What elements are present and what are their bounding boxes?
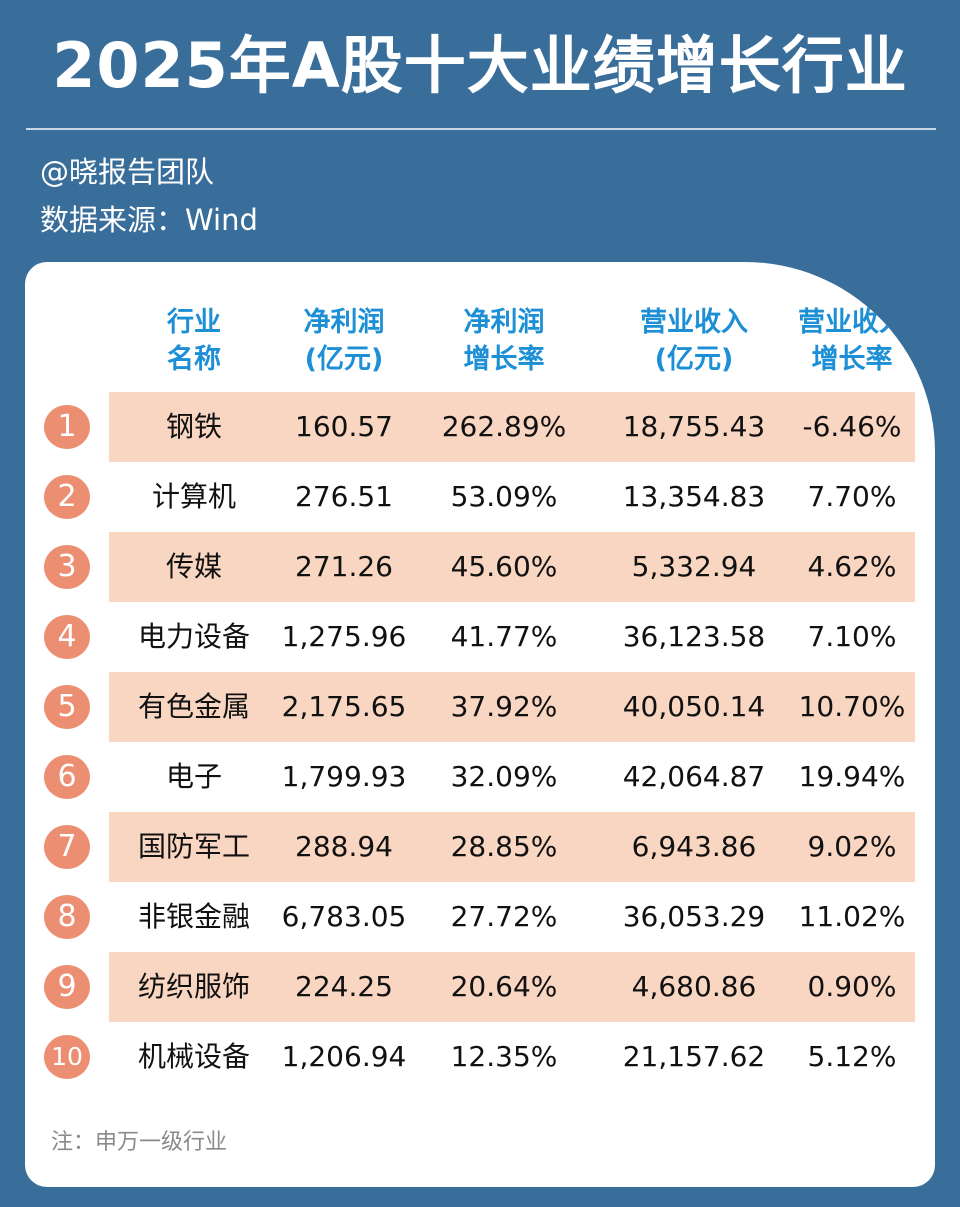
net-profit-cell: 271.26: [295, 550, 393, 583]
rank-badge: 1: [44, 405, 90, 449]
header-revenue: 营业收入 (亿元): [640, 307, 748, 375]
table-row: 6 电子 1,799.93 32.09% 42,064.87 19.94%: [25, 742, 935, 812]
row-highlight-band: [109, 952, 915, 1022]
table-row: 7 国防军工 288.94 28.85% 6,943.86 9.02%: [25, 812, 935, 882]
net-profit-growth-cell: 32.09%: [450, 760, 558, 793]
net-profit-growth-cell: 12.35%: [450, 1040, 558, 1073]
revenue-cell: 13,354.83: [622, 480, 766, 513]
header-net-profit: 净利润 (亿元): [303, 307, 385, 375]
industry-name-cell: 传媒: [165, 550, 222, 583]
net-profit-growth-cell: 37.92%: [450, 690, 558, 723]
revenue-cell: 18,755.43: [622, 410, 766, 443]
table-row: 4 电力设备 1,275.96 41.77% 36,123.58 7.10%: [25, 602, 935, 672]
table-row: 3 传媒 271.26 45.60% 5,332.94 4.62%: [25, 532, 935, 602]
author-label: @晓报告团队: [40, 155, 215, 189]
revenue-cell: 6,943.86: [631, 830, 757, 863]
net-profit-cell: 288.94: [295, 830, 393, 863]
net-profit-growth-cell: 28.85%: [450, 830, 558, 863]
revenue-growth-cell: 5.12%: [807, 1040, 897, 1073]
net-profit-cell: 1,799.93: [281, 760, 407, 793]
rank-badge: 8: [44, 895, 90, 939]
industry-name-cell: 机械设备: [137, 1040, 250, 1073]
net-profit-cell: 160.57: [295, 410, 393, 443]
revenue-growth-cell: 7.10%: [807, 620, 897, 653]
revenue-cell: 4,680.86: [631, 970, 757, 1003]
footnote: 注：申万一级行业: [51, 1130, 228, 1155]
revenue-cell: 36,123.58: [622, 620, 766, 653]
rank-badge: 3: [44, 545, 90, 589]
revenue-cell: 5,332.94: [631, 550, 757, 583]
industry-name-cell: 电力设备: [137, 620, 250, 653]
row-highlight-band: [109, 812, 915, 882]
table-row: 10 机械设备 1,206.94 12.35% 21,157.62 5.12%: [25, 1022, 935, 1092]
revenue-growth-cell: 19.94%: [798, 760, 906, 793]
rank-badge: 2: [44, 475, 90, 519]
net-profit-cell: 276.51: [295, 480, 393, 513]
row-highlight-band: [109, 532, 915, 602]
revenue-growth-cell: 10.70%: [798, 690, 906, 723]
table-header: 行业 名称 净利润 (亿元) 净利润 增长率 营业收入 (亿元) 营业收入 增长…: [25, 304, 935, 384]
rank-badge: 4: [44, 615, 90, 659]
row-highlight-band: [109, 672, 915, 742]
industry-name-cell: 纺织服饰: [137, 970, 250, 1003]
revenue-cell: 40,050.14: [622, 690, 766, 723]
header-net-profit-growth: 净利润 增长率: [463, 307, 545, 375]
rank-badge: 9: [44, 965, 90, 1009]
data-source-label: 数据来源：Wind: [40, 203, 258, 237]
header-industry-name: 行业 名称: [167, 307, 221, 375]
revenue-growth-cell: -6.46%: [802, 410, 902, 443]
revenue-cell: 42,064.87: [622, 760, 766, 793]
title-divider: [26, 128, 936, 130]
header-revenue-growth: 营业收入 增长率: [798, 307, 906, 375]
net-profit-growth-cell: 45.60%: [450, 550, 558, 583]
net-profit-growth-cell: 53.09%: [450, 480, 558, 513]
page-title: 2025年A股十大业绩增长行业: [52, 29, 908, 102]
revenue-cell: 36,053.29: [622, 900, 766, 933]
industry-name-cell: 计算机: [151, 480, 236, 513]
table-row: 2 计算机 276.51 53.09% 13,354.83 7.70%: [25, 462, 935, 532]
revenue-growth-cell: 4.62%: [807, 550, 897, 583]
table-card: 行业 名称 净利润 (亿元) 净利润 增长率 营业收入 (亿元) 营业收入 增长…: [25, 262, 935, 1187]
rank-badge: 6: [44, 755, 90, 799]
table-row: 9 纺织服饰 224.25 20.64% 4,680.86 0.90%: [25, 952, 935, 1022]
industry-name-cell: 电子: [165, 760, 222, 793]
net-profit-growth-cell: 41.77%: [450, 620, 558, 653]
rank-badge: 7: [44, 825, 90, 869]
revenue-cell: 21,157.62: [622, 1040, 766, 1073]
table-row: 5 有色金属 2,175.65 37.92% 40,050.14 10.70%: [25, 672, 935, 742]
net-profit-cell: 6,783.05: [281, 900, 407, 933]
industry-name-cell: 钢铁: [165, 410, 222, 443]
net-profit-growth-cell: 27.72%: [450, 900, 558, 933]
industry-name-cell: 非银金融: [137, 900, 250, 933]
industry-name-cell: 有色金属: [137, 690, 250, 723]
net-profit-cell: 1,275.96: [281, 620, 407, 653]
net-profit-cell: 1,206.94: [281, 1040, 407, 1073]
rank-badge: 5: [44, 685, 90, 729]
table-row: 1 钢铁 160.57 262.89% 18,755.43 -6.46%: [25, 392, 935, 462]
rank-badge: 10: [44, 1035, 90, 1079]
revenue-growth-cell: 9.02%: [807, 830, 897, 863]
net-profit-growth-cell: 262.89%: [441, 410, 567, 443]
industry-name-cell: 国防军工: [137, 830, 250, 863]
row-highlight-band: [109, 392, 915, 462]
net-profit-growth-cell: 20.64%: [450, 970, 558, 1003]
table-row: 8 非银金融 6,783.05 27.72% 36,053.29 11.02%: [25, 882, 935, 952]
net-profit-cell: 224.25: [295, 970, 393, 1003]
revenue-growth-cell: 0.90%: [807, 970, 897, 1003]
net-profit-cell: 2,175.65: [281, 690, 407, 723]
revenue-growth-cell: 7.70%: [807, 480, 897, 513]
revenue-growth-cell: 11.02%: [798, 900, 906, 933]
